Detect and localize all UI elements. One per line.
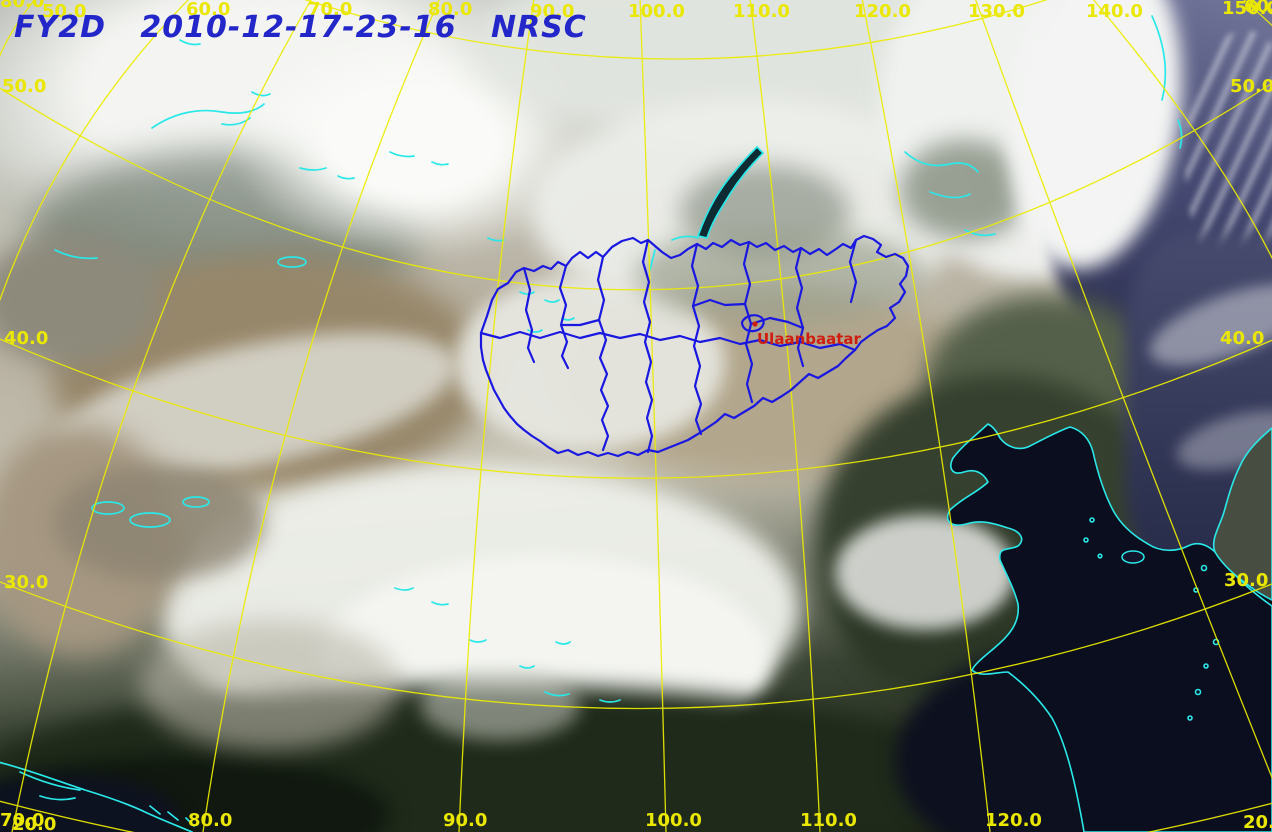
graticule-label: 40.0	[1220, 328, 1265, 349]
ryukyu-islands	[1083, 517, 1220, 721]
graticule-label: 50.0	[2, 76, 47, 97]
graticule-label: 90.0	[443, 810, 488, 831]
terrain-patch	[140, 620, 400, 750]
graticule-label: 80.0	[428, 0, 473, 20]
graticule-label: 70.0	[308, 0, 353, 20]
japan-coastline	[1212, 427, 1272, 601]
graticule-label: 70.0	[0, 810, 45, 831]
jeju-island	[1121, 550, 1145, 564]
graticule-label: 50.0	[1230, 76, 1272, 97]
graticule-label: 80.0	[188, 810, 233, 831]
city-label: Ulaanbaatar	[757, 330, 861, 348]
cloud-mass	[420, 670, 580, 740]
graticule-label: 60.0	[1244, 0, 1272, 17]
image-title: FY2D 2010-12-17-23-16 NRSC	[14, 10, 587, 45]
graticule-label: 130.0	[968, 1, 1025, 22]
graticule-label: 80.0	[0, 0, 45, 12]
coastline-and-lakes	[0, 15, 1183, 832]
graticule-label: 50.0	[42, 1, 87, 22]
graticule-label: 120.0	[854, 1, 911, 22]
desert-patch	[0, 235, 160, 365]
graticule-label: 100.0	[628, 1, 685, 22]
graticule-label: 40.0	[4, 328, 49, 349]
graticule-label: 150.0	[1222, 0, 1272, 19]
graticule-label: 20.0	[12, 814, 57, 832]
graticule-label: 30.0	[1224, 570, 1269, 591]
graticule-label: 110.0	[733, 1, 790, 22]
graticule-label: 30.0	[4, 572, 49, 593]
graticule-label: 20.0	[1243, 812, 1272, 832]
mongolia-boundary	[479, 234, 910, 458]
graticule-label: 100.0	[645, 810, 702, 831]
graticule-label: 140.0	[1086, 1, 1143, 22]
graticule-label: 60.0	[186, 0, 231, 20]
cloud-mass	[835, 515, 1015, 630]
graticule-label: 110.0	[800, 810, 857, 831]
city-marker-dot	[752, 321, 758, 327]
sea-fill-coastline	[946, 423, 1272, 832]
graticule-label: 90.0	[530, 1, 575, 22]
graticule-label: 120.0	[985, 810, 1042, 831]
